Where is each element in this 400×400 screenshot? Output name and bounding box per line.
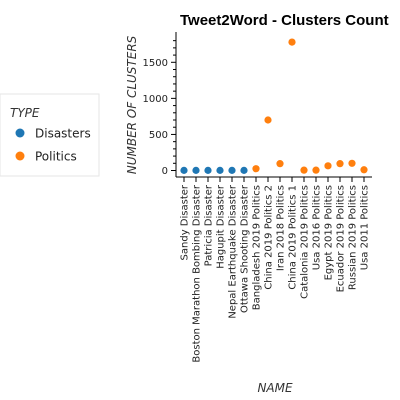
y-tick-label: 500: [149, 130, 168, 141]
x-tick-label: Boston Marathon Bombing Disaster: [192, 184, 203, 362]
data-point-disasters: [204, 166, 212, 174]
data-point-politics: [252, 165, 260, 173]
x-tick-label: Nepal Earthquake Disaster: [228, 184, 239, 319]
x-tick-label: Ottawa Shooting Disaster: [240, 184, 251, 313]
x-tick-label: Iran 2018 Politics: [276, 185, 287, 271]
x-tick-label: Catalonia 2019 Politics: [300, 185, 311, 299]
y-tick-label: 0: [162, 166, 168, 177]
y-axis-title: NUMBER OF CLUSTERS: [125, 35, 139, 174]
data-point-disasters: [180, 166, 188, 174]
chart-title: Tweet2Word - Clusters Count: [180, 12, 389, 29]
data-point-politics: [360, 166, 368, 174]
data-point-politics: [264, 116, 272, 124]
x-tick-label: Hagupit Disaster: [216, 184, 227, 269]
x-tick-label: Usa 2011 Politics: [360, 185, 371, 270]
legend: TYPE Disasters Politics: [0, 93, 100, 177]
data-point-politics: [348, 159, 356, 167]
data-point-disasters: [216, 166, 224, 174]
data-point-politics: [276, 160, 284, 168]
legend-label: Disasters: [35, 127, 91, 141]
y-tick-label: 1500: [143, 58, 168, 69]
x-tick-label: Usa 2016 Politics: [312, 185, 323, 270]
data-point-disasters: [240, 166, 248, 174]
data-point-politics: [336, 160, 344, 168]
x-tick-label: China 2019 Politics 2: [264, 185, 275, 290]
data-point-politics: [312, 166, 320, 174]
legend-label: Politics: [35, 150, 77, 164]
data-point-politics: [288, 38, 296, 46]
data-point-disasters: [192, 166, 200, 174]
x-tick-label: Bangladesh 2019 Politics: [252, 185, 263, 310]
legend-marker: [15, 151, 25, 161]
plot-area: 0 500 1000 1500 Sandy Disaster Boston Maratho…: [143, 32, 372, 363]
y-tick-label: 1000: [143, 94, 168, 105]
x-tick-label: Russian 2019 Politics: [348, 185, 359, 290]
x-tick-label: China 2019 Politics 1: [288, 185, 299, 290]
x-axis-title: NAME: [257, 381, 293, 395]
data-point-politics: [300, 166, 308, 174]
data-point-politics: [324, 162, 332, 170]
x-tick-label: Egypt 2019 Politics: [324, 185, 335, 280]
x-tick-label: Sandy Disaster: [180, 184, 191, 260]
data-point-disasters: [228, 166, 236, 174]
x-tick-label: Patricia Disaster: [204, 184, 215, 266]
x-tick-label: Ecuador 2019 Politics: [336, 185, 347, 292]
legend-marker: [15, 128, 25, 138]
legend-title: TYPE: [10, 106, 40, 120]
